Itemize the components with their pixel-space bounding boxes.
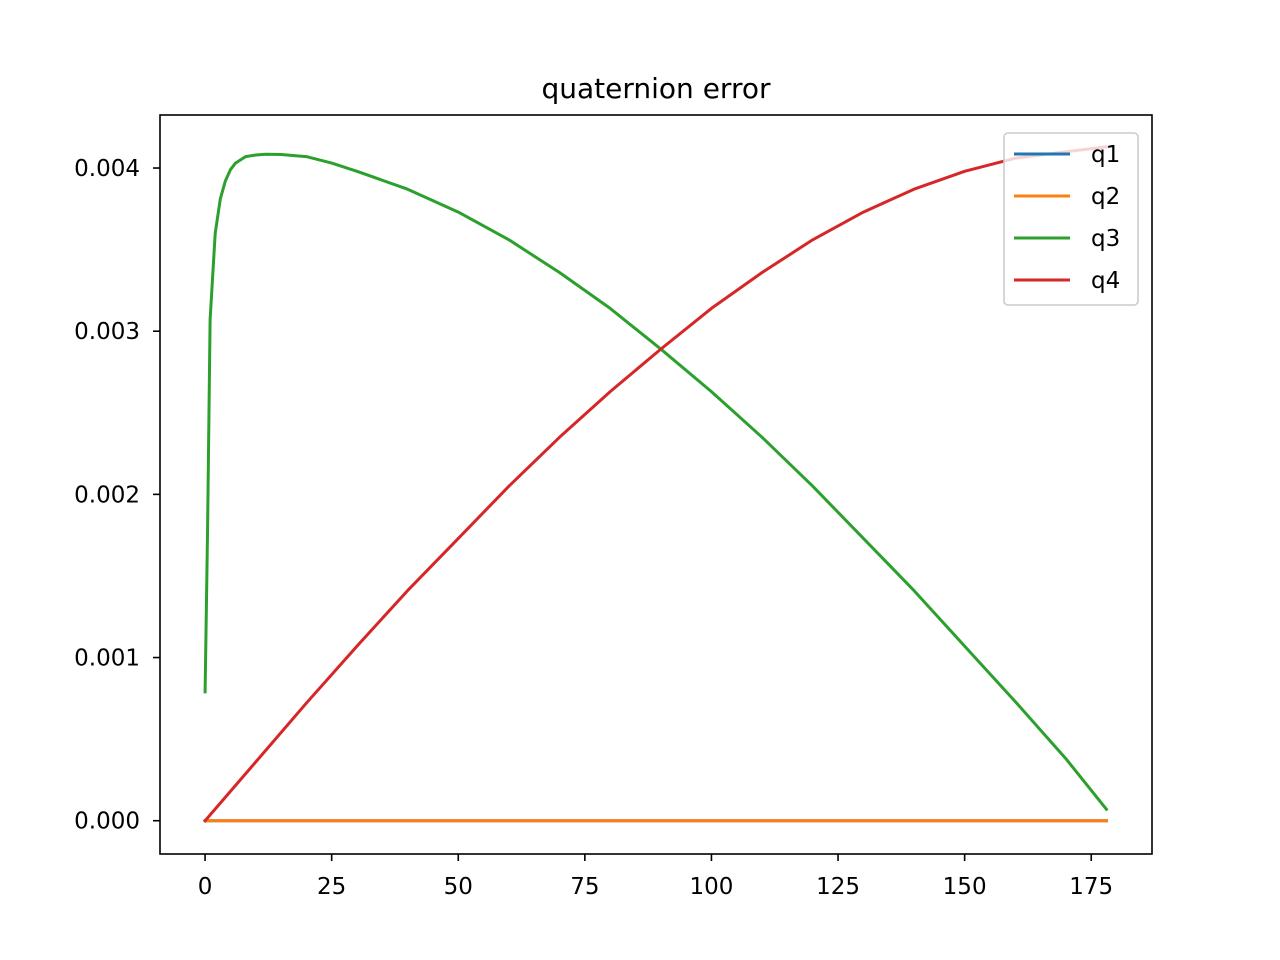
x-tick-label: 0 xyxy=(198,874,213,900)
x-tick-label: 50 xyxy=(444,874,473,900)
legend: q1 q2 q3 q4 xyxy=(1003,132,1139,306)
legend-label-q3: q3 xyxy=(1091,226,1120,252)
legend-items: q1 q2 q3 q4 xyxy=(1014,142,1120,294)
x-tick-label: 150 xyxy=(943,874,987,900)
legend-label-q2: q2 xyxy=(1091,184,1120,210)
y-axis: 0.000 0.001 0.002 0.003 0.004 xyxy=(74,156,160,835)
x-tick-label: 75 xyxy=(570,874,599,900)
legend-box xyxy=(1003,132,1139,306)
legend-label-q4: q4 xyxy=(1091,268,1120,294)
y-tick-label: 0.000 xyxy=(74,809,140,835)
y-tick-label: 0.004 xyxy=(74,156,140,182)
x-axis: 0 25 50 75 100 125 150 175 xyxy=(198,854,1113,900)
legend-label-q1: q1 xyxy=(1091,142,1120,168)
y-tick-label: 0.002 xyxy=(74,482,140,508)
x-tick-label: 100 xyxy=(689,874,733,900)
x-tick-label: 25 xyxy=(317,874,346,900)
x-tick-label: 125 xyxy=(816,874,860,900)
x-tick-label: 175 xyxy=(1069,874,1113,900)
y-tick-label: 0.001 xyxy=(74,646,140,672)
series-line-q4 xyxy=(202,145,1109,823)
chart-title: quaternion error xyxy=(542,72,771,105)
series-line-q3 xyxy=(203,152,1109,812)
plot-frame xyxy=(159,114,1153,855)
y-tick-label: 0.003 xyxy=(74,319,140,345)
series-layer xyxy=(202,145,1109,823)
